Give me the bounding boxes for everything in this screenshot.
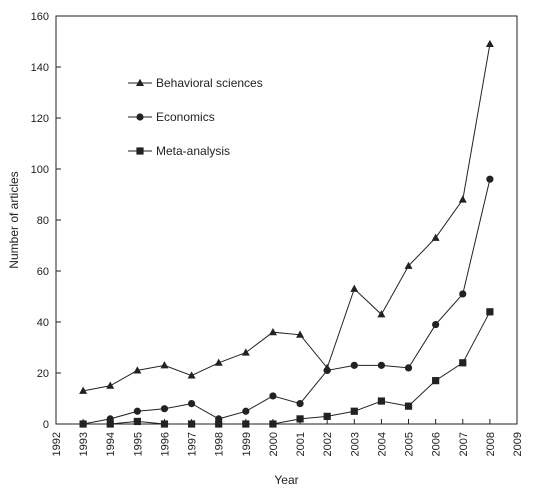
data-point-economics: [377, 361, 386, 369]
legend-marker-meta-analysis: [136, 147, 144, 155]
data-point-economics: [350, 361, 358, 369]
x-tick-label: 2006: [431, 432, 443, 456]
x-tick-label: 1998: [214, 432, 226, 456]
data-point-behavioral-sciences: [133, 366, 142, 374]
data-point-meta-analysis: [160, 420, 169, 428]
data-point-behavioral-sciences: [404, 261, 413, 269]
data-point-behavioral-sciences: [350, 284, 359, 292]
legend-marker-economics: [136, 113, 144, 121]
data-point-meta-analysis: [432, 377, 440, 385]
y-tick-label: 0: [43, 419, 49, 431]
x-tick-label: 2007: [458, 432, 470, 456]
legend: Behavioral sciences Economics Meta-analysi…: [128, 76, 263, 158]
data-point-economics: [242, 407, 250, 415]
data-point-meta-analysis: [242, 420, 250, 428]
x-tick-label: 1997: [187, 432, 199, 456]
y-tick-label: 80: [37, 215, 49, 227]
data-point-behavioral-sciences: [458, 195, 467, 203]
data-point-economics: [432, 320, 440, 329]
x-tick-label: 1995: [132, 432, 144, 456]
data-point-behavioral-sciences: [187, 371, 196, 379]
data-point-behavioral-sciences: [214, 358, 223, 366]
x-tick-label: 2000: [268, 432, 280, 456]
y-tick-label: 120: [31, 113, 49, 125]
data-point-meta-analysis: [187, 420, 196, 428]
x-tick-label: 1993: [78, 432, 90, 456]
data-point-economics: [187, 400, 196, 408]
x-tick-label: 2005: [404, 432, 416, 456]
data-point-behavioral-sciences: [79, 386, 88, 394]
data-point-meta-analysis: [106, 420, 114, 428]
data-point-economics: [459, 290, 467, 298]
x-tick-label: 2002: [322, 432, 334, 456]
data-point-behavioral-sciences: [241, 348, 250, 356]
data-point-behavioral-sciences: [296, 330, 305, 338]
data-point-economics: [269, 392, 277, 400]
x-tick-label: 2003: [349, 432, 361, 456]
y-tick-label: 20: [37, 368, 49, 380]
series-line-behavioral-sciences: [83, 44, 491, 392]
data-point-meta-analysis: [133, 417, 141, 426]
y-axis-title: Number of articles: [7, 171, 21, 268]
data-point-meta-analysis: [404, 402, 413, 410]
legend-marker-behavioral-sciences: [136, 78, 144, 86]
data-point-economics: [486, 175, 494, 183]
x-tick-label: 1992: [51, 432, 63, 456]
data-point-behavioral-sciences: [268, 328, 277, 336]
data-point-meta-analysis: [215, 420, 223, 428]
legend-label-behavioral-sciences: Behavioral sciences: [156, 76, 263, 90]
series-line-economics: [83, 179, 491, 425]
data-point-behavioral-sciences: [160, 361, 169, 369]
y-tick-label: 60: [37, 266, 49, 278]
legend-label-meta-analysis: Meta-analysis: [156, 144, 230, 158]
data-point-meta-analysis: [296, 415, 304, 423]
series-line-meta-analysis: [83, 311, 491, 425]
x-tick-label: 1994: [105, 432, 117, 456]
y-axis-ticks: 0 20 40 60 80 100 120 140 160: [31, 11, 61, 431]
data-point-behavioral-sciences: [485, 39, 494, 48]
data-point-meta-analysis: [486, 308, 494, 316]
legend-label-economics: Economics: [156, 110, 215, 124]
x-tick-label: 1996: [159, 432, 171, 456]
data-point-economics: [323, 366, 331, 375]
y-tick-label: 100: [31, 164, 49, 176]
x-tick-label: 1999: [241, 432, 253, 456]
data-point-meta-analysis: [377, 397, 386, 405]
y-tick-label: 40: [37, 317, 49, 329]
data-point-behavioral-sciences: [106, 381, 115, 389]
data-point-meta-analysis: [350, 407, 358, 415]
data-point-behavioral-sciences: [377, 310, 386, 318]
y-tick-label: 160: [31, 11, 49, 23]
series-lines: [83, 44, 491, 425]
data-point-meta-analysis: [323, 412, 331, 420]
series-markers: [79, 39, 494, 428]
y-tick-label: 140: [31, 62, 49, 74]
data-point-meta-analysis: [269, 420, 277, 428]
data-point-behavioral-sciences: [431, 233, 440, 241]
data-point-economics: [133, 407, 141, 415]
data-point-economics: [160, 405, 169, 413]
data-point-economics: [296, 400, 304, 408]
data-point-meta-analysis: [79, 420, 87, 428]
x-axis-ticks: 1992 1993 1994 1995 1996 1997 1998 1999 2000 2001…: [51, 419, 524, 456]
x-axis-title: Year: [274, 473, 298, 487]
x-tick-label: 2004: [376, 432, 388, 456]
x-tick-label: 2001: [295, 432, 307, 456]
x-tick-label: 2008: [485, 432, 497, 456]
data-point-economics: [404, 364, 413, 372]
data-point-meta-analysis: [459, 359, 467, 367]
x-tick-label: 2009: [512, 432, 524, 456]
